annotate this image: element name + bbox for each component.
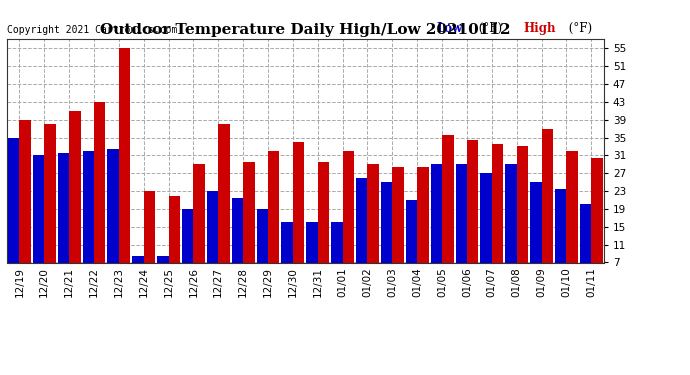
Text: (°F): (°F) [565,22,592,35]
Bar [108,149,119,262]
Bar [368,164,379,262]
Bar [132,256,144,262]
Bar [566,151,578,262]
Bar [442,135,453,262]
Bar [431,164,442,262]
Bar [193,164,205,262]
Text: Copyright 2021 Cartronics.com: Copyright 2021 Cartronics.com [7,25,177,35]
Bar [343,151,354,262]
Bar [492,144,503,262]
Bar [232,198,243,262]
Bar [257,209,268,262]
Bar [19,120,31,262]
Bar [393,166,404,262]
Bar [293,142,304,262]
Title: Outdoor Temperature Daily High/Low 20210112: Outdoor Temperature Daily High/Low 20210… [100,23,511,37]
Bar [517,147,528,262]
Text: High: High [523,22,555,35]
Bar [530,182,542,262]
Bar [282,222,293,262]
Bar [119,48,130,262]
Bar [331,222,343,262]
Bar [542,129,553,262]
Bar [306,222,318,262]
Bar [157,256,168,262]
Bar [168,196,180,262]
Bar [480,173,492,262]
Bar [182,209,193,262]
Bar [455,164,467,262]
Bar [8,138,19,262]
Text: Low: Low [437,22,463,35]
Bar [83,151,94,262]
Bar [144,191,155,262]
Bar [591,158,603,262]
Bar [555,189,566,262]
Bar [381,182,393,262]
Bar [243,162,255,262]
Bar [580,204,591,262]
Bar [417,166,428,262]
Bar [218,124,230,262]
Bar [406,200,417,262]
Bar [356,178,368,262]
Bar [58,153,69,262]
Bar [505,164,517,262]
Text: (°F): (°F) [475,22,502,35]
Bar [207,191,218,262]
Bar [44,124,56,262]
Bar [69,111,81,262]
Bar [268,151,279,262]
Bar [94,102,106,262]
Bar [467,140,478,262]
Bar [32,155,44,262]
Bar [318,162,329,262]
